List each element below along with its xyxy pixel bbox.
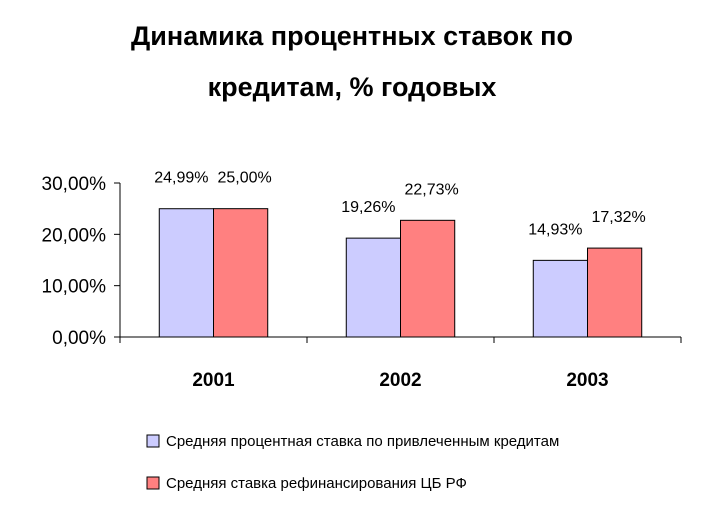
data-label: 24,99% bbox=[154, 170, 208, 187]
data-label: 22,73% bbox=[404, 181, 458, 198]
legend-swatch bbox=[146, 434, 160, 448]
data-label: 17,32% bbox=[591, 209, 645, 226]
legend: Средняя процентная ставка по привлеченны… bbox=[146, 433, 559, 492]
legend-entry-label: Средняя ставка рефинансирования ЦБ РФ bbox=[166, 475, 467, 492]
bar-2003-series-2 bbox=[587, 247, 643, 338]
chart-title-line-1: Динамика процентных ставок по bbox=[131, 21, 573, 51]
bar-2002-series-2 bbox=[400, 219, 456, 338]
bar-2002-series-1 bbox=[345, 237, 401, 338]
category-label: 2002 bbox=[379, 370, 421, 391]
y-tick-label: 10,00% bbox=[42, 277, 107, 298]
data-label: 14,93% bbox=[528, 221, 582, 238]
bar-2003-series-1 bbox=[532, 259, 589, 338]
y-tick-label: 30,00% bbox=[42, 174, 107, 195]
bar-2001-series-1 bbox=[158, 208, 215, 338]
legend-entry-label: Средняя процентная ставка по привлеченны… bbox=[166, 433, 559, 450]
data-label: 25,00% bbox=[217, 170, 271, 187]
y-tick-label: 0,00% bbox=[52, 328, 106, 349]
category-label: 2003 bbox=[566, 370, 608, 391]
legend-swatch bbox=[146, 476, 160, 490]
data-label: 19,26% bbox=[341, 199, 395, 216]
y-tick-label: 20,00% bbox=[42, 225, 107, 246]
chart-title-line-2: кредитам, % годовых bbox=[208, 72, 497, 102]
bar-2001-series-2 bbox=[213, 208, 269, 338]
category-label: 2001 bbox=[192, 370, 235, 391]
plot-area: 0,00% 10,00% 20,00% 30,00% 24,99% 25,00% 2001 1… bbox=[42, 170, 682, 391]
